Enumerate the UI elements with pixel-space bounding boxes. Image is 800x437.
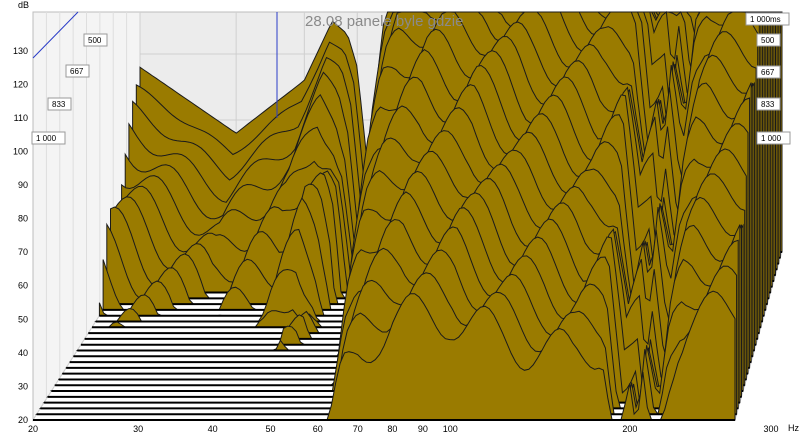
time-label-left: 1 000 [36, 134, 57, 143]
x-tick-label: 300 [763, 424, 778, 434]
y-tick-label: 90 [18, 180, 28, 190]
time-label-right-box [756, 33, 781, 47]
time-label-right: 1 000ms [750, 15, 781, 24]
time-label-left: 500 [88, 36, 102, 45]
time-label-right: 667 [761, 68, 775, 77]
time-label-left-box [31, 131, 66, 145]
time-label-left-box [47, 97, 72, 111]
y-tick-label: 110 [14, 113, 28, 123]
time-label-right: 500 [761, 36, 775, 45]
x-tick-label: 70 [353, 424, 363, 434]
x-tick-label: 60 [313, 424, 323, 434]
y-tick-label: 60 [18, 281, 28, 291]
x-tick-label: 20 [28, 424, 38, 434]
y-tick-label: 80 [18, 214, 28, 224]
time-label-right-box [756, 65, 781, 79]
time-label-right-box [756, 97, 781, 111]
y-tick-label: 20 [18, 415, 28, 425]
x-tick-label: 100 [443, 424, 458, 434]
x-tick-label: 200 [622, 424, 637, 434]
time-label-right: 1 000 [761, 134, 782, 143]
time-label-right-box [745, 12, 790, 26]
x-tick-label: 90 [418, 424, 428, 434]
y-tick-label: 50 [18, 314, 28, 324]
y-tick-label: 70 [18, 247, 28, 257]
x-tick-label: 50 [266, 424, 276, 434]
time-marker-diagonal [32, 11, 79, 59]
time-label-right-box [756, 131, 791, 145]
y-tick-label: 130 [13, 46, 28, 56]
x-tick-label: 40 [208, 424, 218, 434]
time-label-left: 833 [52, 100, 66, 109]
y-tick-label: 30 [18, 381, 28, 391]
chart-axes: 20 30 40 50 60 70 80 90 100 110 120 130 20 30 40 50 60 70… [13, 11, 791, 434]
y-tick-label: 100 [13, 146, 28, 156]
time-label-left-box [83, 33, 108, 47]
time-label-left-box [65, 64, 90, 78]
time-label-left: 667 [70, 67, 84, 76]
chart-title: 28.08 panele byle gdzie [305, 13, 463, 30]
decay-slices [33, 11, 783, 421]
y-tick-label: 40 [18, 348, 28, 358]
y-unit-label: dB [18, 0, 29, 10]
x-tick-label: 30 [133, 424, 143, 434]
x-unit-label: Hz [788, 423, 799, 433]
y-tick-label: 120 [13, 79, 28, 89]
time-label-right: 833 [761, 100, 775, 109]
x-tick-label: 80 [387, 424, 397, 434]
